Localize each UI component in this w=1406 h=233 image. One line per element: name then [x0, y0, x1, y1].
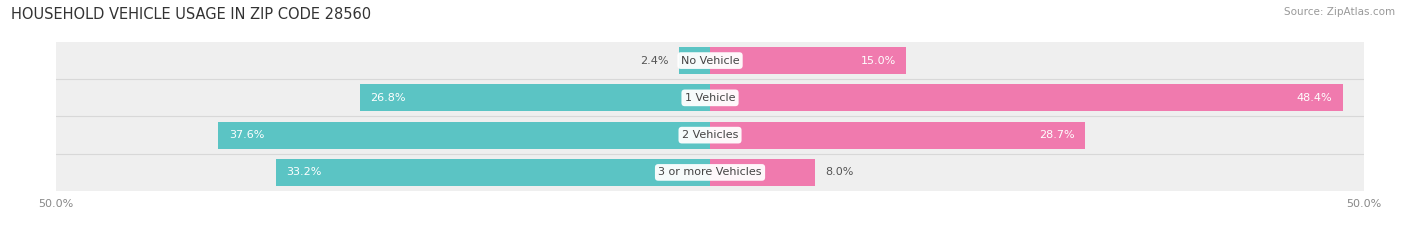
Text: 1 Vehicle: 1 Vehicle	[685, 93, 735, 103]
Bar	[56, 79, 1364, 116]
Text: 15.0%: 15.0%	[860, 56, 896, 65]
Text: HOUSEHOLD VEHICLE USAGE IN ZIP CODE 28560: HOUSEHOLD VEHICLE USAGE IN ZIP CODE 2856…	[11, 7, 371, 22]
Text: 37.6%: 37.6%	[229, 130, 264, 140]
Text: 28.7%: 28.7%	[1039, 130, 1074, 140]
Text: No Vehicle: No Vehicle	[681, 56, 740, 65]
Bar	[56, 154, 1364, 191]
Text: 8.0%: 8.0%	[825, 168, 853, 177]
Bar	[218, 122, 710, 149]
Text: 3 or more Vehicles: 3 or more Vehicles	[658, 168, 762, 177]
Bar	[710, 122, 1085, 149]
Bar	[360, 84, 710, 111]
Text: 2 Vehicles: 2 Vehicles	[682, 130, 738, 140]
Bar	[710, 84, 1343, 111]
Bar	[710, 159, 814, 186]
Text: Source: ZipAtlas.com: Source: ZipAtlas.com	[1284, 7, 1395, 17]
Bar	[56, 42, 1364, 79]
Bar	[679, 47, 710, 74]
Text: 2.4%: 2.4%	[640, 56, 668, 65]
Text: 33.2%: 33.2%	[287, 168, 322, 177]
Bar	[710, 47, 905, 74]
Text: 26.8%: 26.8%	[370, 93, 405, 103]
Bar	[276, 159, 710, 186]
Bar	[56, 116, 1364, 154]
Text: 48.4%: 48.4%	[1296, 93, 1333, 103]
